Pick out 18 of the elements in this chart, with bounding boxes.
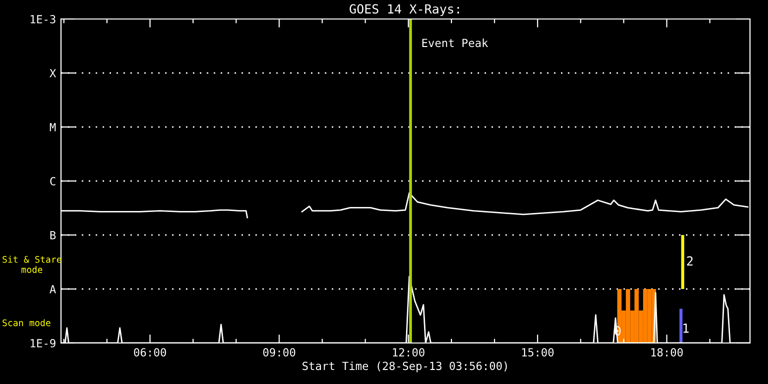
x-axis-title: Start Time (28-Sep-13 03:56:00) (302, 362, 507, 372)
y-tick-label: X (50, 69, 56, 78)
x-tick-label: 15:00 (522, 348, 554, 357)
ref-line-label: Event Peak (422, 38, 488, 48)
chart-title: GOES 14 X-Rays: (350, 4, 459, 16)
x-tick-label: 18:00 (651, 348, 683, 357)
y-tick-label: C (50, 177, 56, 186)
y-tick-label: M (50, 123, 56, 132)
annotation: 1 (683, 324, 689, 333)
y-tick-label: 1E-3 (30, 15, 56, 24)
x-tick-label: 09:00 (263, 348, 296, 357)
annotation: 2 (687, 256, 693, 266)
x-tick-label: 06:00 (134, 348, 166, 357)
y-tick-label: 1E-9 (30, 339, 56, 348)
y-tick-label: B (50, 231, 56, 240)
text: Scan mode (2, 319, 50, 326)
y-tick-label: A (50, 285, 56, 294)
x-tick-label: 12:00 (392, 348, 424, 357)
